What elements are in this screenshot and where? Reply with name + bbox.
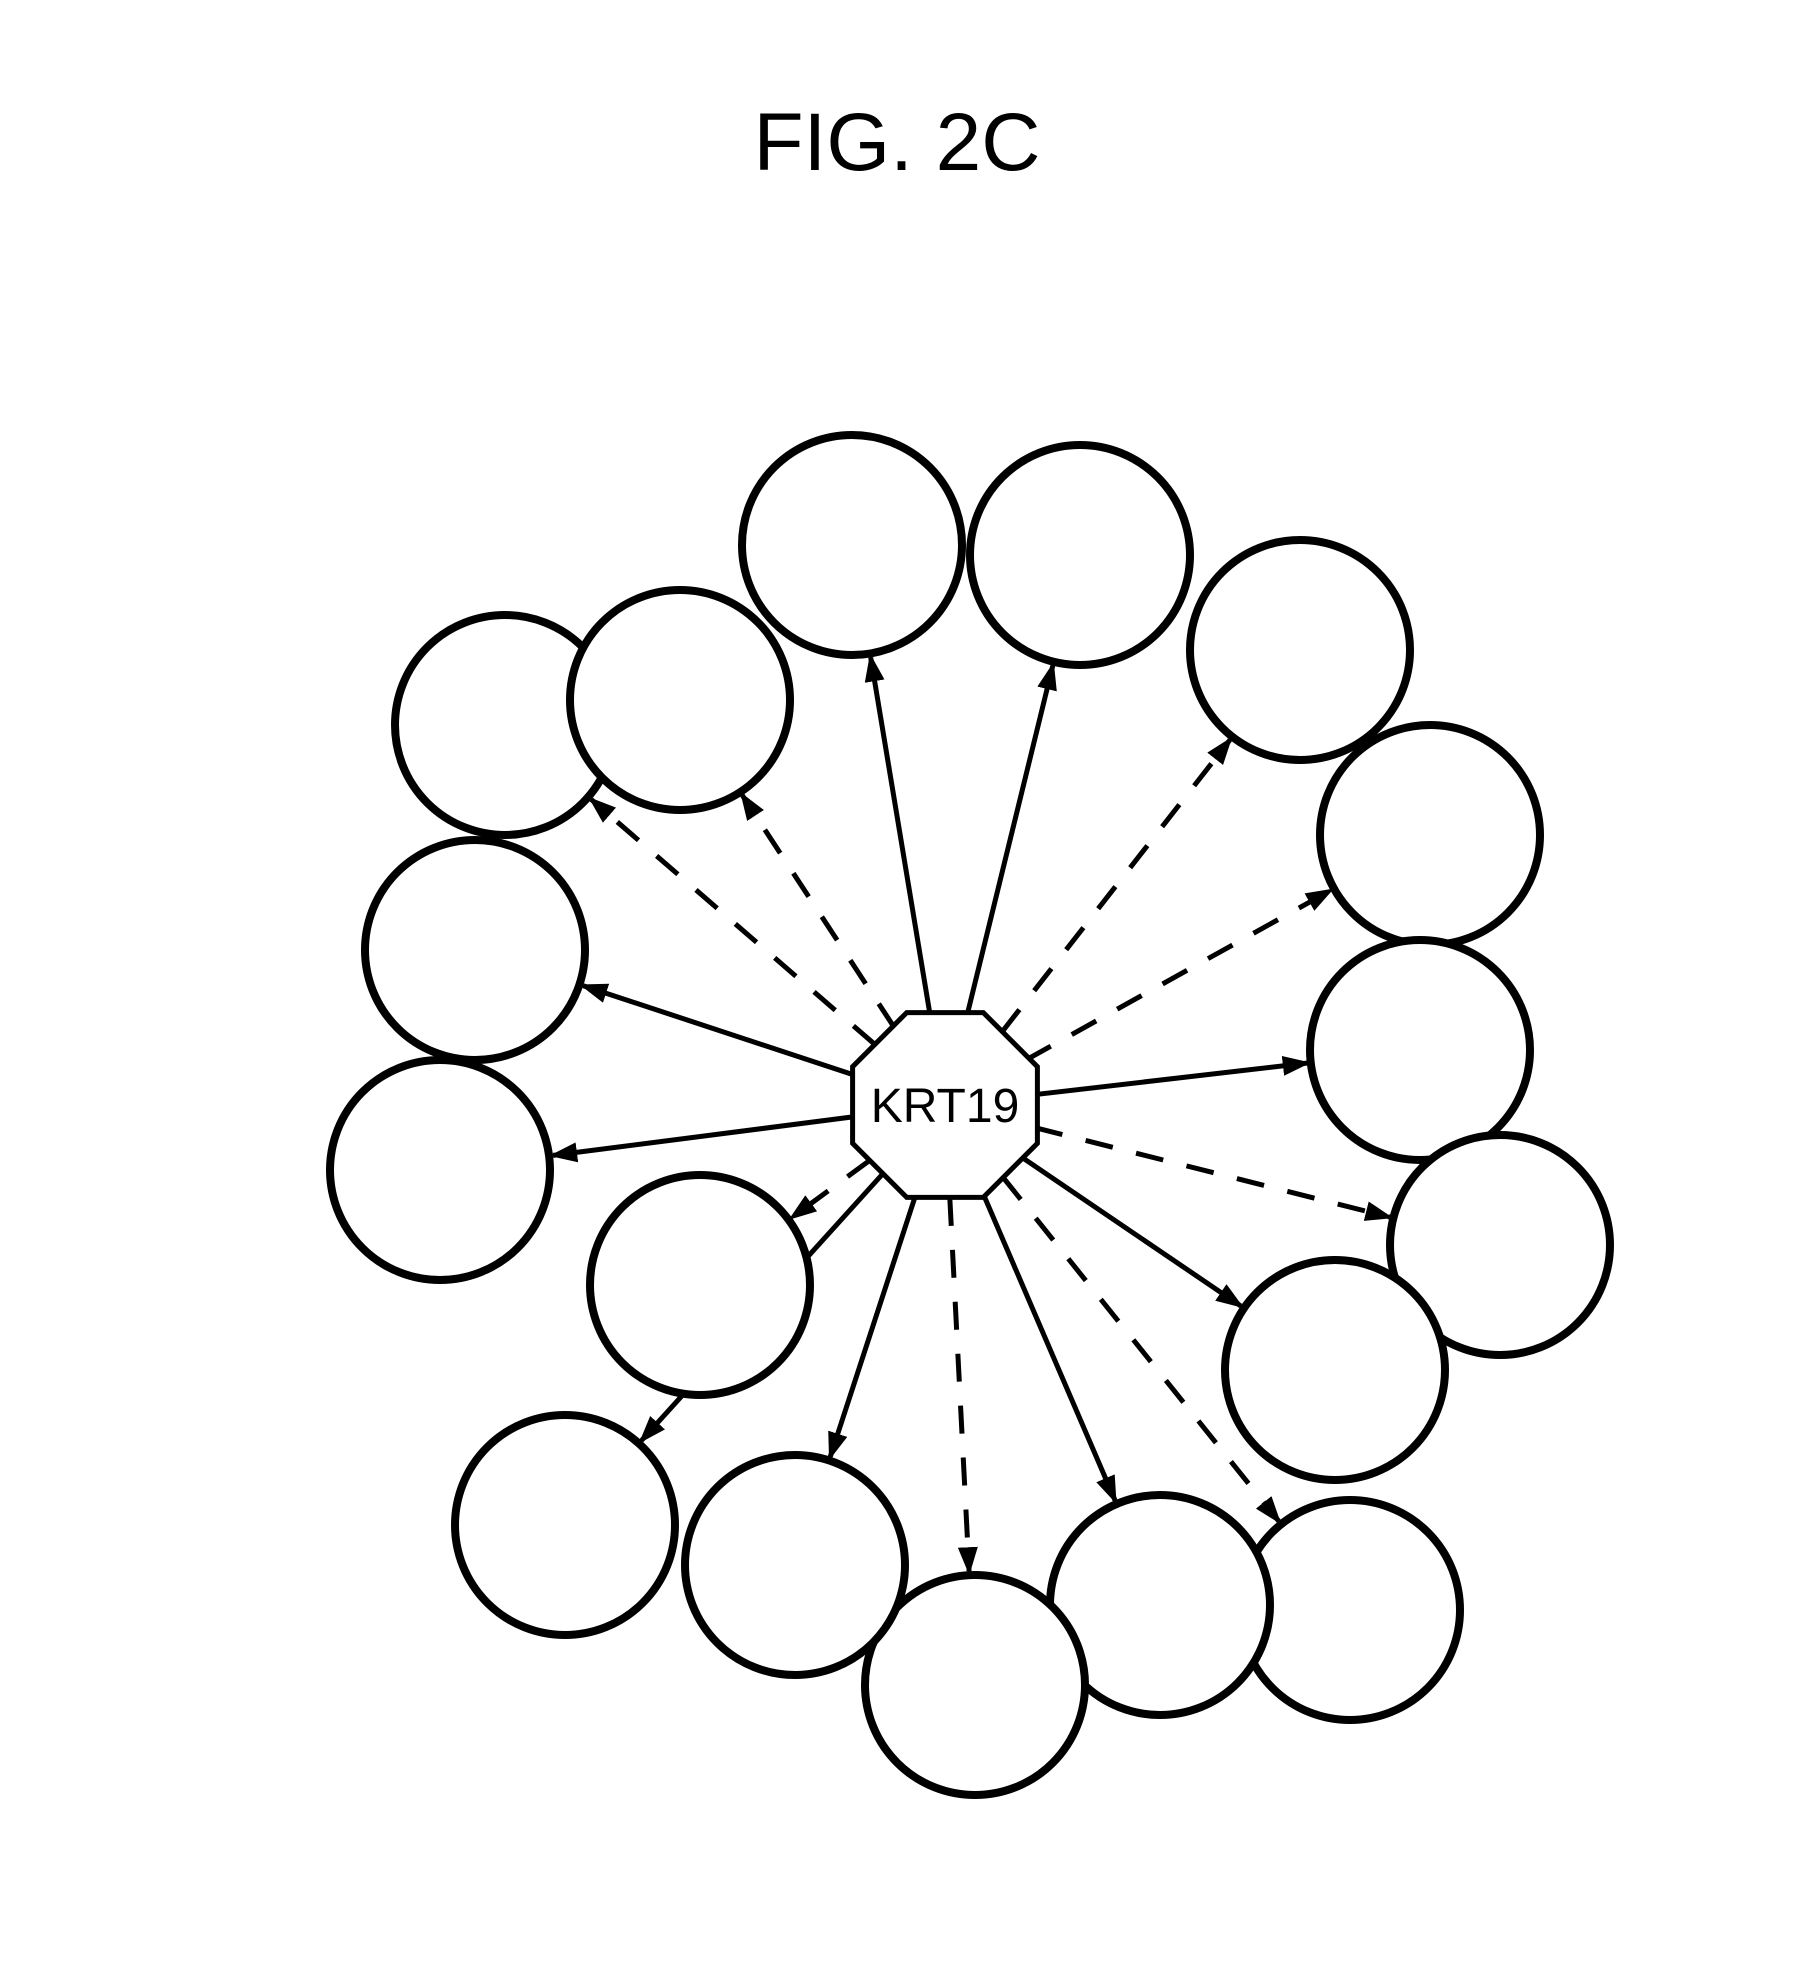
edge (950, 1198, 969, 1571)
edge (830, 1193, 916, 1456)
outer-node (1310, 940, 1530, 1160)
outer-node (590, 1175, 810, 1395)
edge (1022, 1157, 1241, 1306)
outer-node (1225, 1260, 1445, 1480)
outer-node (970, 445, 1190, 665)
outer-node (330, 1060, 550, 1280)
center-node-label: KRT19 (871, 1080, 1020, 1133)
center-node-group: KRT19 (853, 1013, 1038, 1198)
outer-node (685, 1455, 905, 1675)
edge (591, 800, 874, 1045)
outer-node (1320, 725, 1540, 945)
outer-node (455, 1415, 675, 1635)
edge (1002, 740, 1230, 1032)
figure-title: FIG. 2C (753, 97, 1040, 188)
edge (1026, 891, 1330, 1060)
edge (583, 986, 856, 1076)
outer-node (1190, 540, 1410, 760)
outer-node (570, 590, 790, 810)
outer-node (365, 840, 585, 1060)
edge (553, 1117, 853, 1156)
figure-page: KRT19 FIG. 2C (0, 0, 1795, 1977)
edge (871, 658, 930, 1014)
edge (967, 666, 1053, 1015)
edge (792, 1160, 870, 1217)
outer-node (742, 435, 962, 655)
network-diagram: KRT19 FIG. 2C (0, 0, 1795, 1977)
edge (1037, 1063, 1306, 1094)
